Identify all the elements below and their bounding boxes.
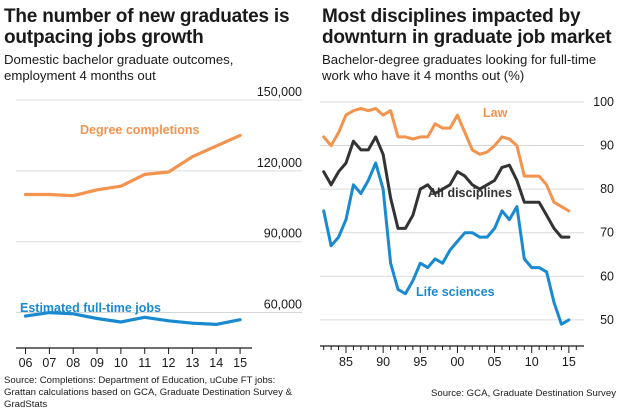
- y-tick-label: 60: [600, 269, 614, 283]
- x-tick-label: 10: [525, 355, 539, 369]
- x-tick-label: 11: [138, 356, 151, 370]
- right-chart-title: Most disciplines impacted by downturn in…: [322, 6, 612, 48]
- left-chart-subtitle: Domestic bachelor graduate outcomes, emp…: [4, 52, 234, 83]
- x-tick-label: 13: [185, 356, 199, 370]
- x-tick-label: 90: [376, 355, 390, 369]
- y-tick-label: 90: [600, 139, 614, 153]
- x-tick-label: 15: [562, 355, 576, 369]
- x-tick-label: 12: [162, 356, 176, 370]
- full-time-jobs-label: Estimated full-time jobs: [20, 301, 161, 315]
- all-disciplines-line: [322, 135, 571, 239]
- x-tick-label: 08: [66, 356, 80, 370]
- y-tick-label: 60,000: [264, 298, 302, 312]
- law-line: [322, 107, 571, 213]
- left-chart: 60,000 90,000 120,000 150,000 06 07 08 09 10 11 12…: [16, 85, 302, 370]
- degree-completions-line: [23, 133, 242, 198]
- x-tick-label: 06: [19, 356, 33, 370]
- full-time-jobs-line: [23, 311, 242, 326]
- y-tick-label: 90,000: [264, 227, 302, 241]
- y-tick-label: 80: [600, 182, 614, 196]
- x-tick-label: 15: [233, 356, 247, 370]
- life-sciences-line: [322, 161, 571, 326]
- right-chart-source: Source: GCA, Graduate Destination Survey: [430, 388, 616, 399]
- y-tick-label: 100: [593, 95, 614, 109]
- x-tick-label: 00: [450, 355, 464, 369]
- left-chart-panel: The number of new graduates is outpacing…: [0, 0, 310, 410]
- x-tick-label: 07: [42, 356, 56, 370]
- x-tick-label: 09: [90, 356, 104, 370]
- all-disciplines-label: All disciplines: [428, 186, 512, 200]
- y-tick-label: 120,000: [257, 156, 302, 170]
- right-chart: 50 60 70 80 90 100 85 90 95 00 05 10 15 Law All discip…: [320, 95, 614, 369]
- x-tick-label: 05: [488, 355, 502, 369]
- life-sciences-label: Life sciences: [416, 285, 495, 299]
- left-chart-source: Source: Completions: Department of Educa…: [4, 375, 292, 410]
- y-tick-label: 150,000: [257, 85, 302, 99]
- right-chart-subtitle: Bachelor-degree graduates looking for fu…: [322, 52, 597, 83]
- degree-completions-label: Degree completions: [80, 123, 200, 137]
- left-chart-title: The number of new graduates is outpacing…: [4, 6, 290, 48]
- y-tick-label: 50: [600, 313, 614, 327]
- right-chart-panel: Most disciplines impacted by downturn in…: [318, 0, 620, 402]
- x-tick-label: 10: [114, 356, 128, 370]
- x-tick-label: 14: [209, 356, 223, 370]
- y-tick-label: 70: [600, 226, 614, 240]
- x-tick-label: 95: [413, 355, 427, 369]
- law-label: Law: [483, 106, 508, 120]
- x-tick-label: 85: [339, 355, 353, 369]
